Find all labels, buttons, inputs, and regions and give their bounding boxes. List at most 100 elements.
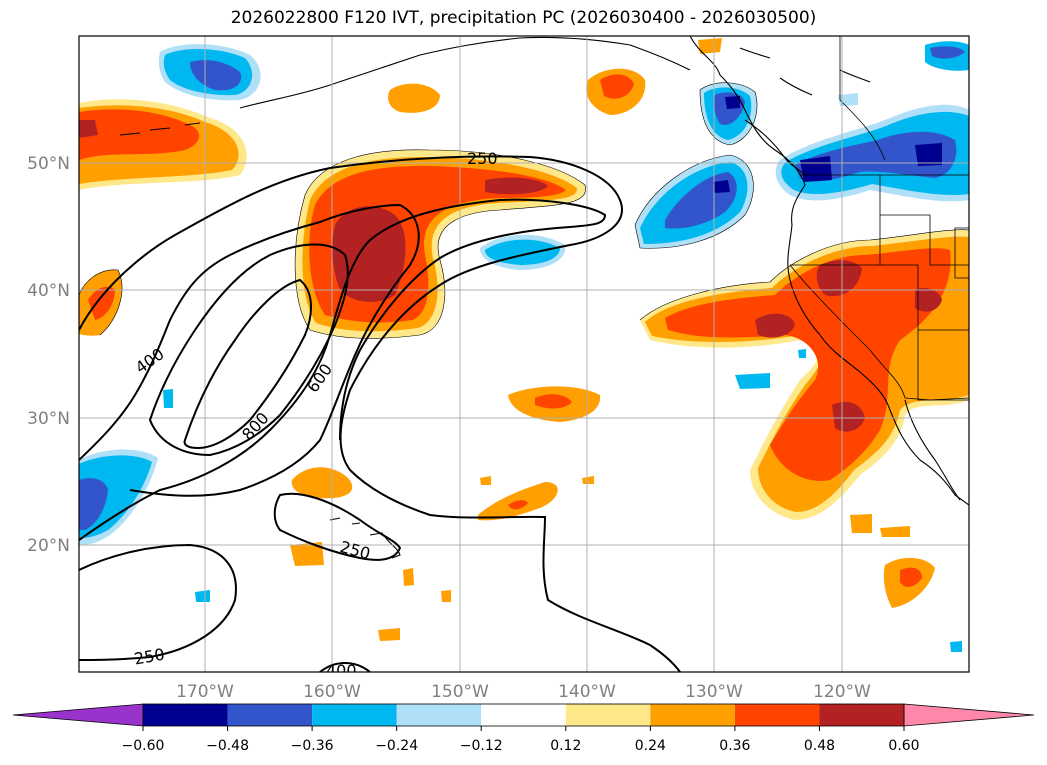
colorbar-swatch: [819, 704, 904, 726]
coastline-islands: [739, 47, 871, 96]
colorbar: −0.60 −0.48 −0.36 −0.24 −0.12 0.12 0.24 0.36 0.4…: [12, 703, 1035, 754]
colorbar-tick-label: −0.24: [375, 738, 418, 754]
lat-label-50n: 50°N: [27, 154, 70, 174]
chart-title: 2026022800 F120 IVT, precipitation PC (2…: [230, 8, 817, 28]
precip-positive-region: [600, 74, 634, 99]
precip-negative-region: [735, 373, 770, 389]
plot-frame: [78, 35, 970, 673]
precip-positive-region: [915, 288, 942, 312]
coastline-vancouver: [744, 119, 806, 176]
colorbar-swatch: [565, 704, 651, 726]
colorbar-swatch: [396, 704, 482, 726]
precip-positive-region: [88, 286, 115, 320]
colorbar-swatch: [734, 704, 820, 726]
precip-negative-region: [915, 143, 942, 166]
colorbar-tick-label: 0.60: [888, 738, 919, 754]
precip-positive-region: [535, 394, 572, 409]
precip-positive-region: [850, 514, 872, 533]
state-borders: [789, 175, 969, 401]
precip-negative-region: [795, 131, 957, 182]
lon-label-120w: 120°W: [813, 682, 871, 702]
ivt-contour-250: [79, 198, 607, 541]
colorbar-tick-label: −0.48: [206, 738, 249, 754]
colorbar-tick-label: 0.48: [804, 738, 835, 754]
precip-positive-region: [485, 177, 548, 195]
ivt-contour-400: [79, 203, 420, 497]
precip-positive-region: [290, 542, 324, 566]
colorbar-tick-label: 0.12: [550, 738, 581, 754]
ivt-contour-400: [319, 662, 371, 672]
colorbar-swatch: [481, 704, 566, 726]
precip-positive-region: [755, 313, 795, 338]
colorbar-swatch: [650, 704, 735, 726]
lat-label-30n: 30°N: [27, 409, 70, 429]
ivt-contour-800: [183, 278, 312, 450]
precip-positive-region: [378, 628, 400, 641]
lon-label-140w: 140°W: [558, 682, 616, 702]
precip-positive-region: [508, 500, 528, 510]
alaska-canada-border: [839, 36, 886, 161]
precip-negative-region: [798, 349, 806, 358]
precip-positive-region: [665, 248, 951, 481]
gridlines: [79, 36, 969, 672]
colorbar-frame: [142, 703, 905, 727]
lon-axis-labels: 170°W 160°W 150°W 140°W 130°W 120°W: [176, 682, 871, 702]
colorbar-extend-low: [12, 703, 144, 727]
precip-positive-region: [388, 83, 440, 113]
precip-positive-region: [832, 401, 865, 432]
colorbar-extend-high: [903, 703, 1035, 727]
lon-label-130w: 130°W: [685, 682, 743, 702]
colorbar-tick-label: −0.12: [460, 738, 503, 754]
ivt-contour-600: [148, 243, 349, 457]
ivt-contour-250: [79, 543, 237, 661]
coastline-baja: [904, 399, 961, 501]
colorbar-tick-label: 0.36: [719, 738, 750, 754]
lon-label-160w: 160°W: [303, 682, 361, 702]
colorbar-swatch: [312, 704, 397, 726]
lat-label-20n: 20°N: [27, 536, 70, 556]
precip-negative-region: [195, 590, 210, 602]
colorbar-swatch: [143, 704, 228, 726]
ivt-contours: [79, 155, 681, 672]
colorbar-tick-label: −0.36: [291, 738, 334, 754]
lat-axis-labels: 50°N 40°N 30°N 20°N: [27, 154, 70, 556]
precip-negative-region: [725, 96, 740, 109]
precip-positive-region: [582, 476, 594, 484]
precip-negative-region: [930, 46, 965, 59]
colorbar-tick-label: −0.60: [122, 738, 165, 754]
coastline-layer: [119, 36, 969, 559]
precip-positive-region: [291, 467, 353, 499]
precip-positive-region: [698, 38, 722, 54]
ivt-contour-250: [79, 155, 681, 672]
contour-label-400: 400: [326, 661, 357, 680]
precip-negative-region: [79, 478, 108, 530]
precip-positive-region: [880, 526, 910, 537]
precip-negative-region: [190, 60, 242, 91]
precip-contour-outlines: [79, 82, 969, 339]
us-mexico-border: [904, 397, 969, 401]
lon-label-170w: 170°W: [176, 682, 234, 702]
precip-positive-region: [816, 260, 862, 297]
precip-positive-region: [79, 120, 98, 138]
precip-negative-region: [163, 389, 173, 408]
precip-positive-region: [403, 568, 414, 586]
precip-positive-region: [441, 590, 451, 602]
ivt-contour-250: [273, 492, 402, 561]
precip-negative-region: [713, 180, 730, 193]
precip-positive-region: [900, 567, 922, 587]
colorbar-swatch: [227, 704, 313, 726]
border-layer: [789, 36, 969, 401]
contour-label-250: 250: [467, 149, 498, 168]
precip-positive-region: [480, 476, 491, 485]
precip-positive-region: [332, 206, 406, 302]
coastline-alaska: [239, 36, 691, 109]
coastline-north-america: [689, 36, 969, 506]
colorbar-tick-label: 0.24: [635, 738, 666, 754]
precip-negative-region: [838, 93, 858, 106]
precip-positive-region: [79, 109, 200, 160]
precip-negative-region: [950, 641, 962, 652]
lat-label-40n: 40°N: [27, 281, 70, 301]
lon-label-150w: 150°W: [431, 682, 489, 702]
precip-negative-region: [800, 156, 832, 182]
